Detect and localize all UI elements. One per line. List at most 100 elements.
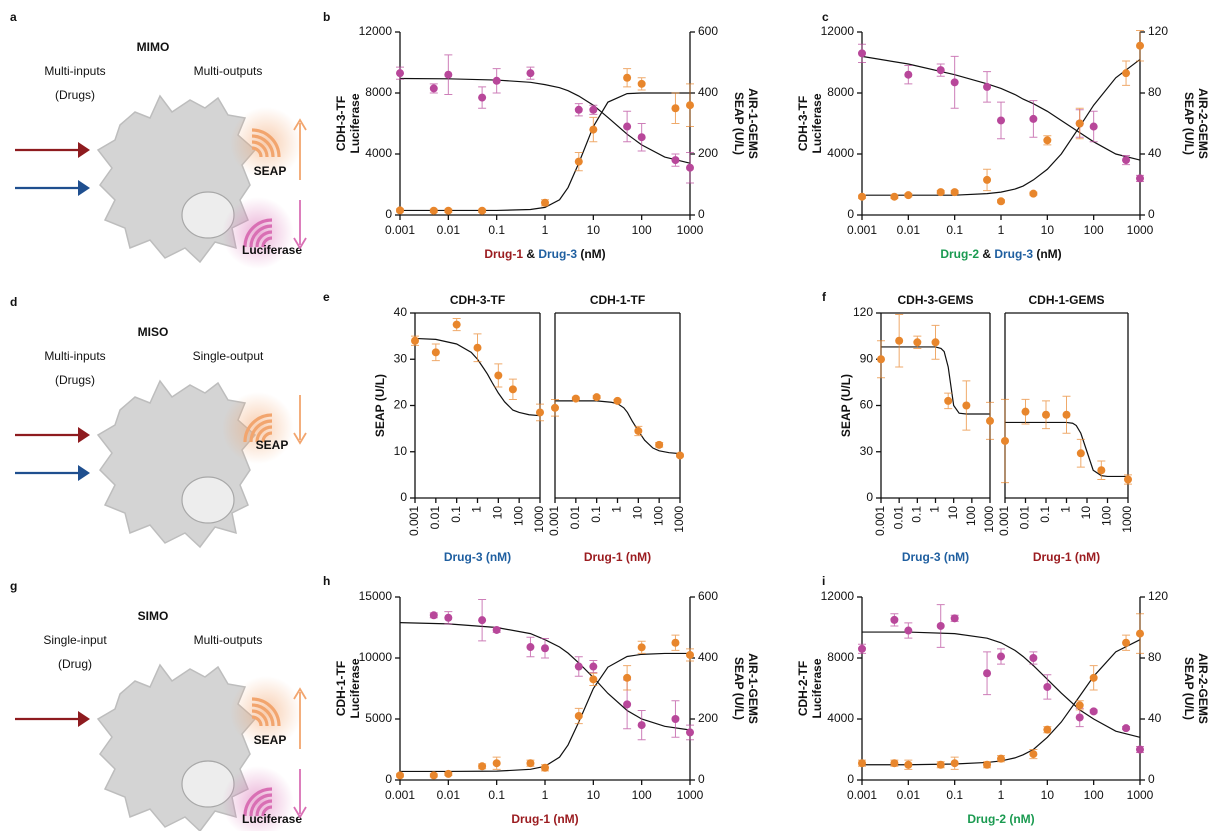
x-tick-label: 100 <box>1100 506 1114 526</box>
data-point <box>671 715 680 723</box>
x-tick-label: 0.001 <box>873 506 887 536</box>
signal-arc <box>261 431 273 443</box>
schematic-title: SIMO <box>138 609 169 623</box>
x-tick-label: 0.1 <box>946 788 963 802</box>
data-point <box>637 643 646 652</box>
x-tick-label: 0.001 <box>997 506 1011 536</box>
y-tick-label: 20 <box>394 398 408 412</box>
x-tick-label: 0.01 <box>891 506 905 530</box>
x-tick-label: 0.1 <box>946 223 963 237</box>
panel-letter: e <box>323 290 330 304</box>
x-tick-label: 0.1 <box>488 788 505 802</box>
data-point <box>983 175 992 184</box>
signal-arc <box>249 793 273 817</box>
data-point <box>904 70 913 79</box>
data-point <box>396 206 404 215</box>
x-tick-label: 0.01 <box>437 223 461 237</box>
panel-letter: c <box>822 10 829 24</box>
data-point <box>478 206 487 215</box>
fit-curve <box>1005 421 1128 478</box>
x-tick-label: 1000 <box>1127 788 1154 802</box>
y-axis-label: CDH-2-TF <box>796 661 810 716</box>
y-axis-label: CDH-1-TF <box>334 661 348 716</box>
data-point <box>913 338 922 347</box>
x-tick-label: 0.1 <box>488 223 505 237</box>
signal-arc <box>251 146 263 158</box>
data-point <box>1122 69 1131 78</box>
x-tick-label: 0.01 <box>437 788 461 802</box>
y2-tick-label: 120 <box>1148 24 1168 38</box>
signal-arc <box>249 419 273 443</box>
x-axis-label: Drug-3 (nM) <box>444 550 511 564</box>
x-axis-label-part: Drug-1 (nM) <box>511 812 578 826</box>
x-tick-label: 1000 <box>1127 223 1154 237</box>
data-point <box>536 408 544 417</box>
data-point <box>1043 136 1052 145</box>
x-tick-label: 1000 <box>677 788 704 802</box>
data-point <box>478 616 487 625</box>
data-point <box>526 759 535 768</box>
data-point <box>541 644 549 653</box>
data-point <box>890 192 899 201</box>
x-axis-label-part: Drug-1 (nM) <box>1033 550 1100 564</box>
data-point <box>997 116 1005 125</box>
input-arrow-head <box>78 427 90 443</box>
data-point <box>950 759 959 768</box>
data-point <box>890 759 899 768</box>
signal-arc <box>251 140 269 158</box>
data-point <box>589 675 598 684</box>
fit-curve <box>861 55 1141 161</box>
signal-arc <box>251 703 275 727</box>
signal-arc <box>243 413 273 443</box>
data-point <box>655 440 664 449</box>
data-point <box>613 396 622 405</box>
x-tick-label: 1 <box>998 223 1005 237</box>
data-point <box>589 105 598 114</box>
data-point <box>686 650 694 659</box>
x-tick-label: 1000 <box>532 506 546 533</box>
data-point <box>1136 174 1144 183</box>
data-point <box>396 771 404 780</box>
x-axis-label: Drug-1 (nM) <box>1033 550 1100 564</box>
data-point <box>494 371 503 380</box>
fit-curve <box>414 337 541 417</box>
fit-curve <box>862 58 1141 196</box>
x-tick-label: 1 <box>542 788 549 802</box>
y2-tick-label: 40 <box>1148 146 1162 160</box>
x-tick-label: 100 <box>1084 223 1104 237</box>
x-axis-label-part: Drug-1 <box>484 247 523 261</box>
data-point <box>983 760 992 769</box>
data-point <box>671 156 680 165</box>
x-tick-label: 0.01 <box>428 506 442 530</box>
x-tick-label: 1 <box>998 788 1005 802</box>
y2-axis-label: AIR-1-GEMS <box>746 88 760 159</box>
data-point <box>931 338 940 347</box>
data-point <box>1089 673 1098 682</box>
data-point <box>944 396 953 405</box>
data-point <box>1042 410 1050 419</box>
x-tick-label: 1 <box>610 506 624 513</box>
data-point <box>890 615 899 624</box>
y2-tick-label: 200 <box>698 146 718 160</box>
x-axis-label-part: (nM) <box>577 247 606 261</box>
data-point <box>492 759 501 768</box>
data-point <box>997 197 1005 206</box>
y-tick-label: 12000 <box>821 24 855 38</box>
y-tick-label: 0 <box>400 490 407 504</box>
y-tick-label: 8000 <box>365 85 392 99</box>
x-tick-label: 10 <box>1041 788 1055 802</box>
y2-axis-label: AIR-1-GEMS <box>746 653 760 724</box>
data-point <box>551 403 559 412</box>
data-point <box>1122 156 1131 165</box>
x-tick-label: 0.1 <box>910 506 924 523</box>
x-tick-label: 0.001 <box>547 506 561 536</box>
data-point <box>429 771 438 780</box>
data-point <box>634 426 643 435</box>
x-tick-label: 100 <box>964 506 978 526</box>
x-tick-label: 0.001 <box>407 506 421 536</box>
signal-arc <box>255 425 273 443</box>
data-point <box>473 343 482 352</box>
x-tick-label: 10 <box>1079 506 1093 520</box>
y-tick-label: 0 <box>385 772 392 786</box>
